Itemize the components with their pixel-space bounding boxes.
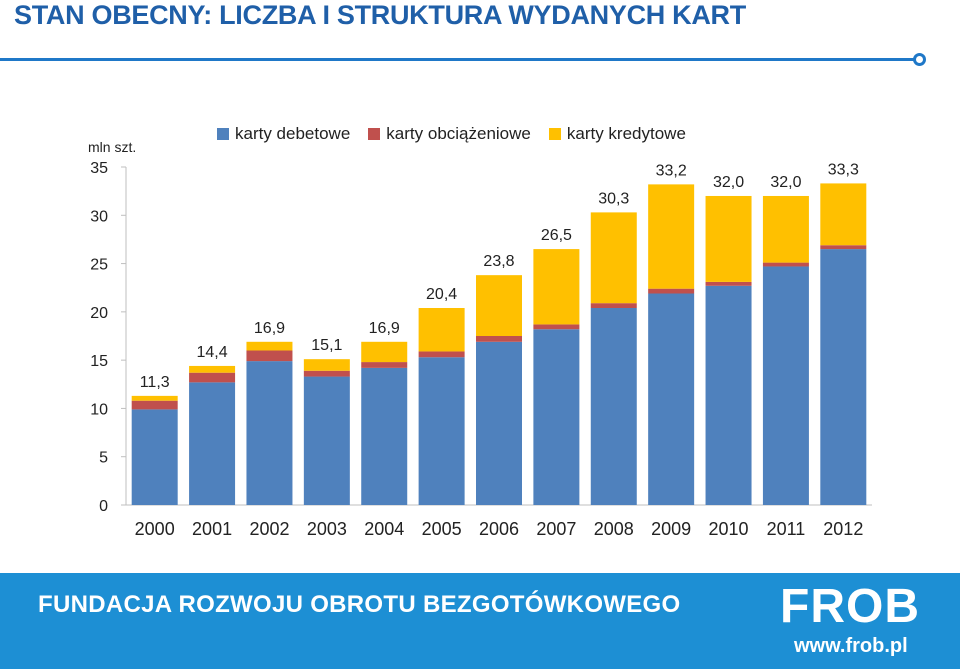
footer-organization-name: FUNDACJA ROZWOJU OBROTU BEZGOTÓWKOWEGO [38, 591, 681, 618]
bar-total-label: 23,8 [483, 253, 514, 270]
y-tick-label: 25 [90, 257, 108, 274]
bar-segment-kredytowe [131, 395, 178, 401]
x-tick-label: 2008 [594, 519, 634, 539]
x-tick-label: 2004 [364, 519, 404, 539]
x-tick-label: 2009 [651, 519, 691, 539]
bar-segment-obciazeniowe [303, 370, 350, 377]
bar-total-label: 11,3 [140, 374, 170, 391]
bar-segment-obciazeniowe [762, 262, 809, 267]
bar-segment-debetowe [418, 357, 465, 505]
bar-segment-kredytowe [820, 183, 867, 246]
bar-segment-obciazeniowe [820, 245, 867, 250]
bar-segment-obciazeniowe [590, 303, 637, 308]
bar-total-label: 15,1 [311, 337, 342, 354]
bar-segment-debetowe [189, 382, 236, 505]
x-tick-label: 2011 [767, 519, 806, 539]
y-tick-label: 15 [90, 353, 108, 370]
bar-total-label: 33,3 [828, 161, 859, 178]
y-tick-label: 30 [90, 208, 108, 225]
bar-segment-obciazeniowe [189, 372, 236, 383]
bar-total-label: 16,9 [369, 320, 400, 337]
legend-label-debetowe: karty debetowe [235, 124, 351, 143]
legend-label-kredytowe: karty kredytowe [566, 124, 686, 143]
bar-segment-kredytowe [303, 359, 350, 371]
x-tick-label: 2010 [709, 519, 749, 539]
bar-segment-debetowe [648, 293, 695, 505]
bar-segment-debetowe [131, 409, 178, 505]
legend-item-obciazeniowe: karty obciążeniowe [368, 124, 531, 144]
bar-segment-debetowe [590, 307, 637, 505]
bar-segment-obciazeniowe [361, 362, 408, 368]
bar-segment-debetowe [705, 285, 752, 505]
frob-logo: FROB [780, 580, 920, 633]
title-divider-dot [913, 53, 926, 66]
bar-segment-debetowe [533, 329, 580, 505]
bar-segment-kredytowe [189, 365, 236, 373]
footer-banner: FUNDACJA ROZWOJU OBROTU BEZGOTÓWKOWEGO F… [0, 573, 960, 669]
legend-swatch-obciazeniowe [368, 128, 381, 140]
y-tick-label: 20 [90, 305, 108, 322]
bar-total-label: 20,4 [426, 286, 457, 303]
stacked-bar-chart: mln szt. 0 5 10 15 20 25 30 35 11,3 2000 14,4 2001 16… [88, 139, 872, 539]
legend-item-kredytowe: karty kredytowe [548, 124, 686, 144]
bar-segment-kredytowe [476, 275, 522, 336]
x-tick-label: 2012 [823, 519, 863, 539]
bar-segment-kredytowe [361, 341, 408, 363]
x-tick-label: 2002 [249, 519, 289, 539]
bar-segment-kredytowe [533, 249, 580, 325]
x-tick-label: 2007 [536, 519, 576, 539]
legend-item-debetowe: karty debetowe [217, 124, 350, 144]
legend-label-obciazeniowe: karty obciążeniowe [386, 124, 531, 143]
chart-legend: karty debetowe karty obciążeniowe karty … [217, 124, 686, 144]
bar-segment-kredytowe [590, 212, 637, 304]
x-tick-label: 2001 [192, 519, 232, 539]
x-tick-label: 2005 [422, 519, 462, 539]
bar-segment-kredytowe [762, 195, 809, 263]
legend-swatch-debetowe [217, 128, 229, 140]
bar-segment-debetowe [361, 367, 408, 505]
bar-total-label: 32,0 [713, 174, 744, 191]
bar-total-label: 33,2 [656, 162, 687, 179]
x-tick-label: 2003 [307, 519, 347, 539]
bar-segment-kredytowe [246, 341, 293, 351]
website-url[interactable]: www.frob.pl [794, 635, 908, 657]
y-tick-label: 0 [99, 498, 108, 515]
bar-segment-obciazeniowe [246, 350, 293, 362]
x-tick-label: 2000 [135, 519, 175, 539]
bar-segment-debetowe [476, 341, 522, 505]
bar-segment-debetowe [820, 249, 867, 505]
bar-segment-kredytowe [705, 195, 752, 282]
bar-segment-kredytowe [648, 184, 695, 289]
bar-segment-debetowe [246, 361, 293, 505]
bar-segment-obciazeniowe [648, 288, 695, 294]
bar-segment-obciazeniowe [705, 281, 752, 286]
bar-total-label: 26,5 [541, 227, 572, 244]
page-title: STAN OBECNY: LICZBA I STRUKTURA WYDANYCH… [14, 0, 746, 30]
bar-segment-debetowe [303, 376, 350, 505]
bar-segment-obciazeniowe [533, 324, 580, 330]
bar-segment-obciazeniowe [476, 336, 522, 342]
y-tick-label: 35 [90, 160, 108, 177]
x-tick-label: 2006 [479, 519, 519, 539]
y-tick-label: 5 [99, 450, 108, 467]
y-axis-unit-label: mln szt. [88, 139, 136, 155]
bar-total-label: 32,0 [770, 174, 801, 191]
bar-segment-obciazeniowe [131, 400, 178, 410]
bar-segment-kredytowe [418, 307, 465, 352]
bar-segment-debetowe [762, 266, 809, 505]
bar-total-label: 30,3 [598, 190, 629, 207]
bar-total-label: 16,9 [254, 320, 285, 337]
y-tick-label: 10 [90, 401, 108, 418]
title-divider [0, 58, 918, 61]
bar-total-label: 14,4 [197, 344, 228, 361]
bar-segment-obciazeniowe [418, 351, 465, 358]
legend-swatch-kredytowe [548, 128, 561, 140]
